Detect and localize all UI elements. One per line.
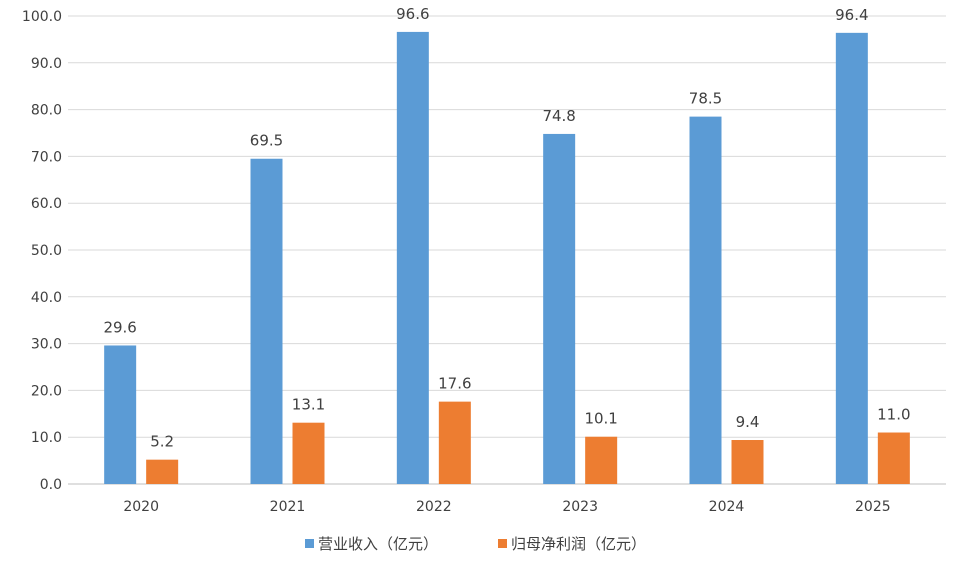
data-label: 78.5	[689, 90, 722, 108]
y-tick-label: 100.0	[22, 9, 62, 25]
x-tick-label: 2020	[123, 499, 159, 515]
bar-net-profit-2025	[877, 432, 910, 484]
bar-revenue-2021	[250, 158, 283, 485]
x-axis-tick-labels: 2020 2021 2022 2023 2024 2025	[123, 499, 890, 515]
data-label: 9.4	[736, 413, 760, 431]
legend: 营业收入（亿元） 归母净利润（亿元）	[305, 535, 646, 553]
x-tick-label: 2021	[270, 499, 306, 515]
bar-revenue-2020	[104, 345, 137, 484]
data-label: 96.4	[835, 6, 868, 24]
data-label: 13.1	[292, 396, 325, 414]
y-tick-label: 40.0	[31, 290, 62, 306]
x-tick-label: 2025	[855, 499, 891, 515]
y-tick-label: 20.0	[31, 383, 62, 399]
data-label: 74.8	[542, 107, 575, 125]
y-tick-label: 0.0	[40, 477, 62, 493]
legend-label: 归母净利润（亿元）	[511, 535, 646, 553]
bar-net-profit-2023	[585, 436, 618, 484]
legend-swatch	[305, 539, 314, 548]
data-label: 96.6	[396, 5, 429, 23]
y-tick-label: 30.0	[31, 337, 62, 353]
data-label: 69.5	[250, 132, 283, 150]
legend-swatch	[498, 539, 507, 548]
y-tick-label: 80.0	[31, 103, 62, 119]
bar-net-profit-2020	[146, 459, 179, 484]
bar-net-profit-2021	[292, 422, 325, 484]
bar-net-profit-2024	[731, 440, 764, 484]
data-label: 10.1	[584, 410, 617, 428]
data-label: 17.6	[438, 375, 471, 393]
bars	[104, 31, 910, 485]
bar-net-profit-2022	[438, 401, 471, 484]
x-tick-label: 2023	[562, 499, 598, 515]
y-tick-label: 70.0	[31, 149, 62, 165]
bar-revenue-2022	[396, 31, 429, 485]
bar-revenue-2025	[835, 32, 868, 485]
y-tick-label: 50.0	[31, 243, 62, 259]
data-label: 5.2	[150, 433, 174, 451]
data-label: 29.6	[103, 318, 136, 336]
grid-lines	[68, 15, 946, 485]
y-axis-tick-labels: 0.0 10.0 20.0 30.0 40.0 50.0 60.0 70.0 80.0 90.0 1…	[22, 9, 62, 493]
data-label: 11.0	[877, 406, 910, 424]
y-tick-label: 60.0	[31, 196, 62, 212]
y-tick-label: 10.0	[31, 430, 62, 446]
data-labels: 29.6 5.2 69.5 13.1 96.6 17.6 74.8 10.1 78.5 9.4 96…	[103, 5, 910, 451]
bar-revenue-2023	[543, 133, 576, 484]
x-tick-label: 2024	[709, 499, 745, 515]
y-tick-label: 90.0	[31, 56, 62, 72]
bar-revenue-2024	[689, 116, 722, 485]
legend-label: 营业收入（亿元）	[318, 535, 438, 553]
x-tick-label: 2022	[416, 499, 452, 515]
